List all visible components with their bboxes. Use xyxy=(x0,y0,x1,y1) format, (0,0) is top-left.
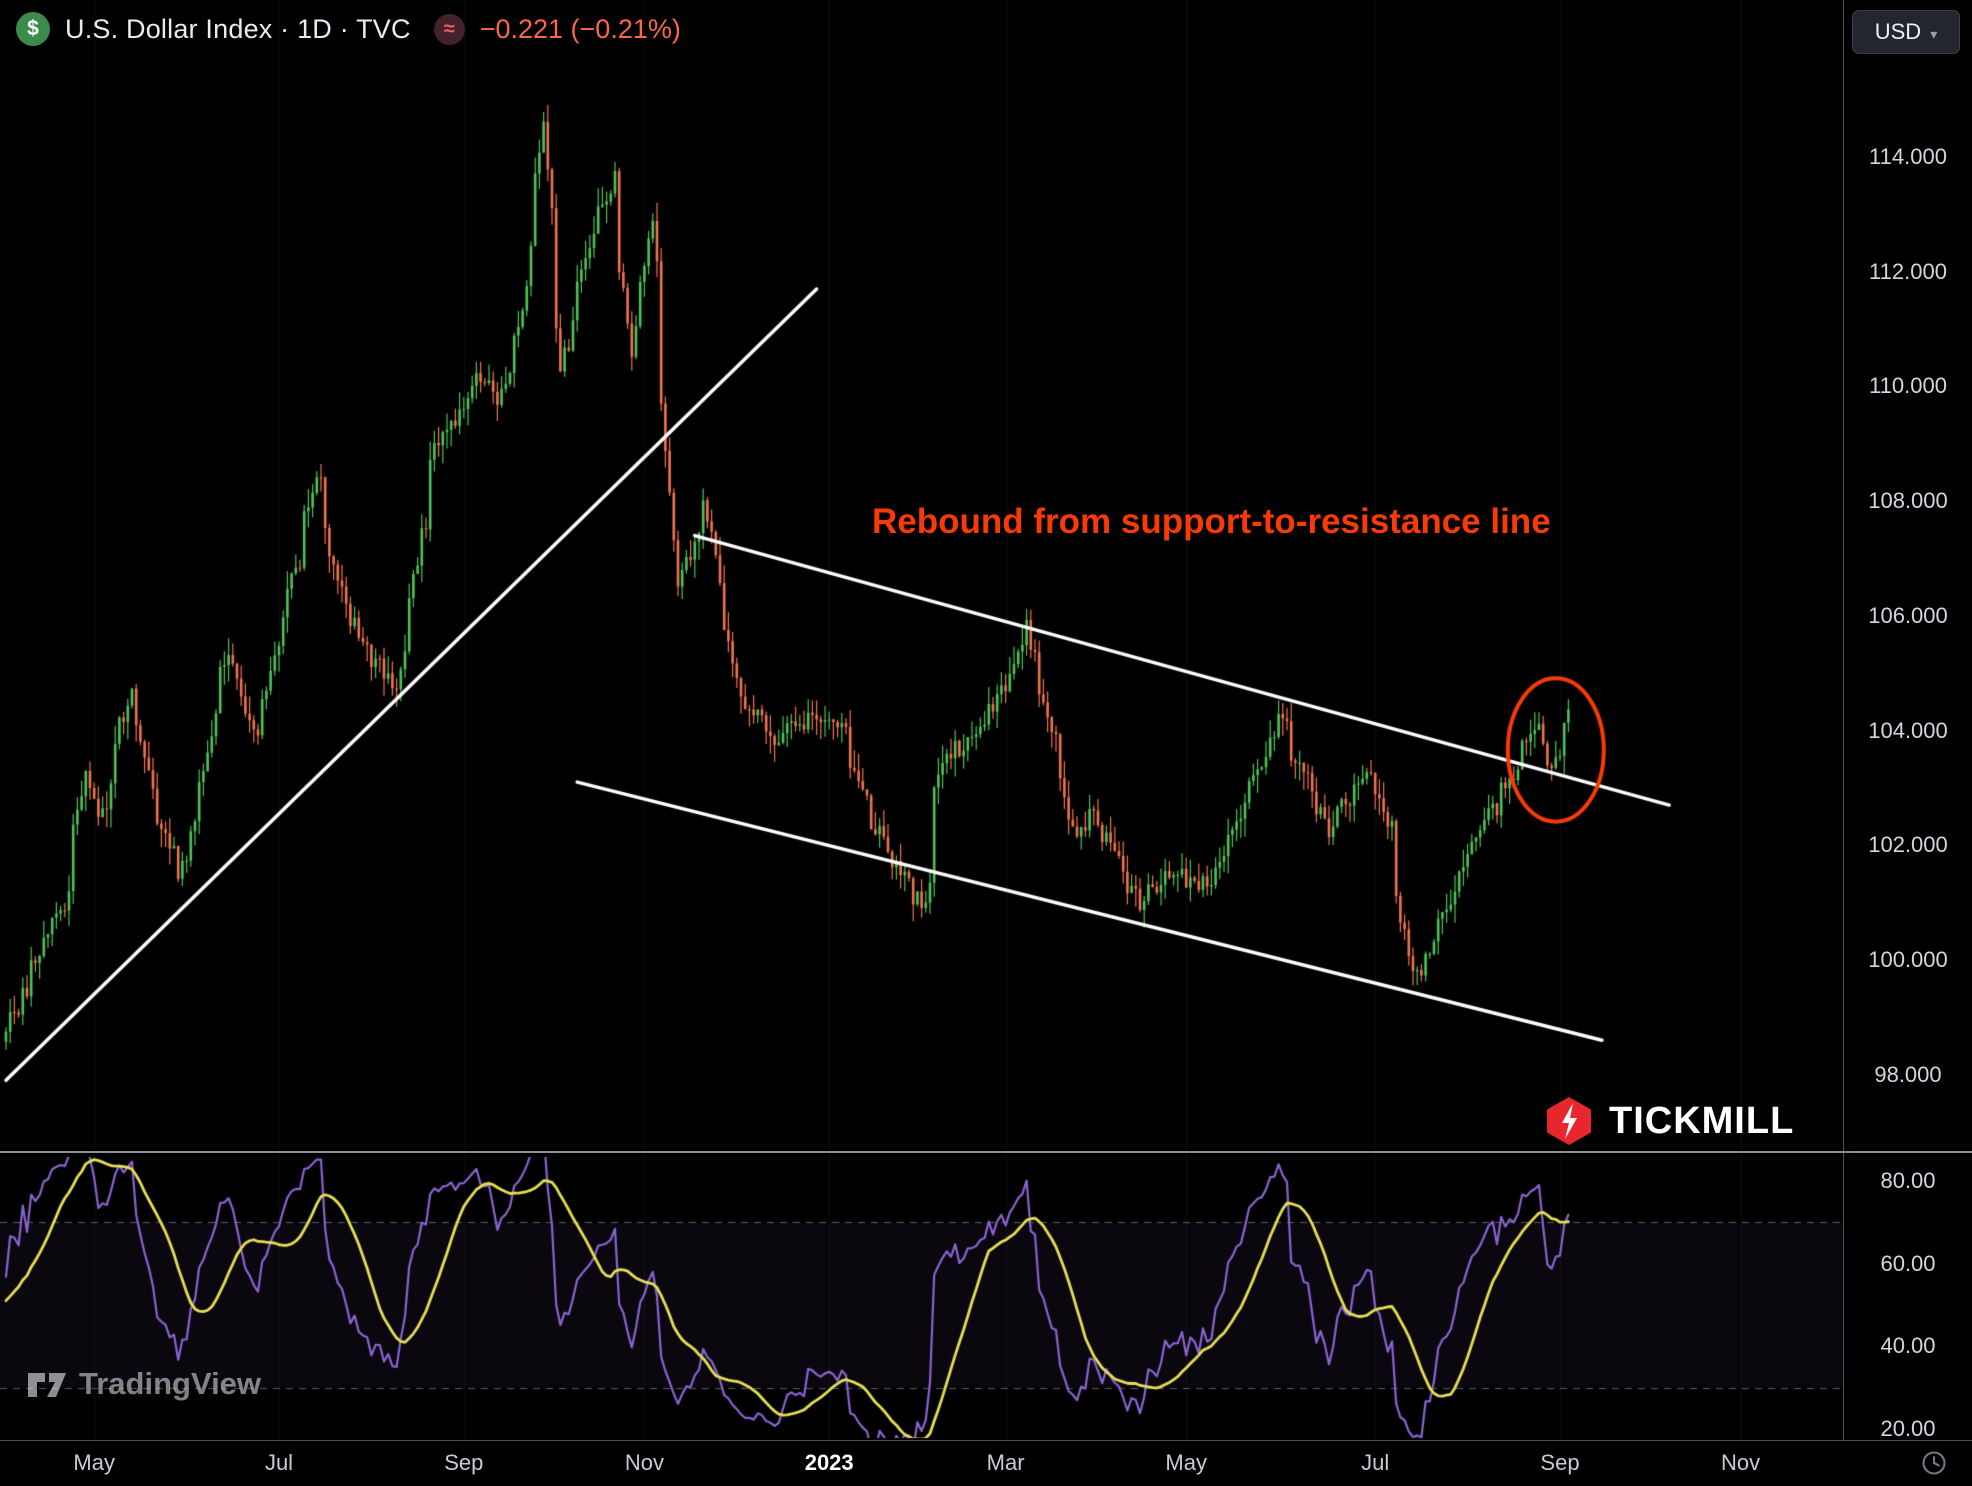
time-tick-label: Jul xyxy=(1361,1450,1390,1475)
pane-separator[interactable] xyxy=(0,1151,1972,1153)
time-tick-label: Nov xyxy=(1721,1450,1761,1475)
time-tick-label: Mar xyxy=(986,1450,1025,1475)
price-change: −0.221 (−0.21%) xyxy=(479,13,681,44)
chart-annotation-text[interactable]: Rebound from support-to-resistance line xyxy=(872,502,1551,541)
time-axis-separator xyxy=(0,1440,1972,1441)
currency-label: USD xyxy=(1874,19,1922,44)
symbol-title[interactable]: U.S. Dollar Index · 1D · TVC xyxy=(65,13,411,44)
time-tick-label: Nov xyxy=(624,1450,664,1475)
price-axis-separator xyxy=(1843,0,1844,1440)
time-tick-label: Sep xyxy=(1540,1450,1580,1475)
price-tick-label: 106.000 xyxy=(1868,602,1948,628)
price-tick-label: 102.000 xyxy=(1868,832,1948,858)
rsi-tick-label: 20.00 xyxy=(1880,1415,1936,1441)
tradingview-wordmark: TradingView xyxy=(79,1366,262,1401)
price-tick-label: 110.000 xyxy=(1869,373,1947,399)
chart-header: $ U.S. Dollar Index · 1D · TVC ≈ −0.221 … xyxy=(16,12,681,46)
time-tick-label: 2023 xyxy=(804,1450,854,1475)
time-axis[interactable]: May Jul Sep Nov 2023 Mar May Jul Sep Nov xyxy=(0,1441,1972,1486)
price-tick-label: 98.000 xyxy=(1874,1061,1942,1087)
price-tick-label: 104.000 xyxy=(1868,717,1948,743)
time-tick-label: Sep xyxy=(444,1450,484,1475)
price-tick-label: 114.000 xyxy=(1869,144,1947,170)
time-tick-label: May xyxy=(73,1450,115,1475)
price-tick-label: 100.000 xyxy=(1868,946,1948,972)
chevron-down-icon: ▾ xyxy=(1930,25,1938,42)
tickmill-logo: TICKMILL xyxy=(1543,1095,1794,1147)
tradingview-mark-icon xyxy=(28,1373,66,1397)
price-tick-label: 112.000 xyxy=(1869,258,1947,284)
rsi-tick-label: 60.00 xyxy=(1880,1250,1936,1276)
price-axis[interactable]: 114.000 112.000 110.000 108.000 106.000 104.0… xyxy=(1844,0,1972,1441)
time-tick-label: May xyxy=(1165,1450,1207,1475)
currency-selector-button[interactable]: USD ▾ xyxy=(1852,10,1960,54)
rsi-tick-label: 40.00 xyxy=(1880,1333,1936,1359)
rsi-tick-label: 80.00 xyxy=(1880,1168,1936,1194)
tickmill-hexagon-icon xyxy=(1547,1097,1591,1145)
time-tick-label: Jul xyxy=(264,1450,294,1475)
tradingview-logo[interactable]: TradingView xyxy=(26,1366,261,1402)
clock-icon[interactable] xyxy=(1920,1449,1948,1482)
tickmill-wordmark: TICKMILL xyxy=(1609,1099,1795,1142)
dollar-icon: $ xyxy=(16,12,50,46)
price-tick-label: 108.000 xyxy=(1868,488,1948,514)
delayed-data-icon[interactable]: ≈ xyxy=(433,13,465,45)
